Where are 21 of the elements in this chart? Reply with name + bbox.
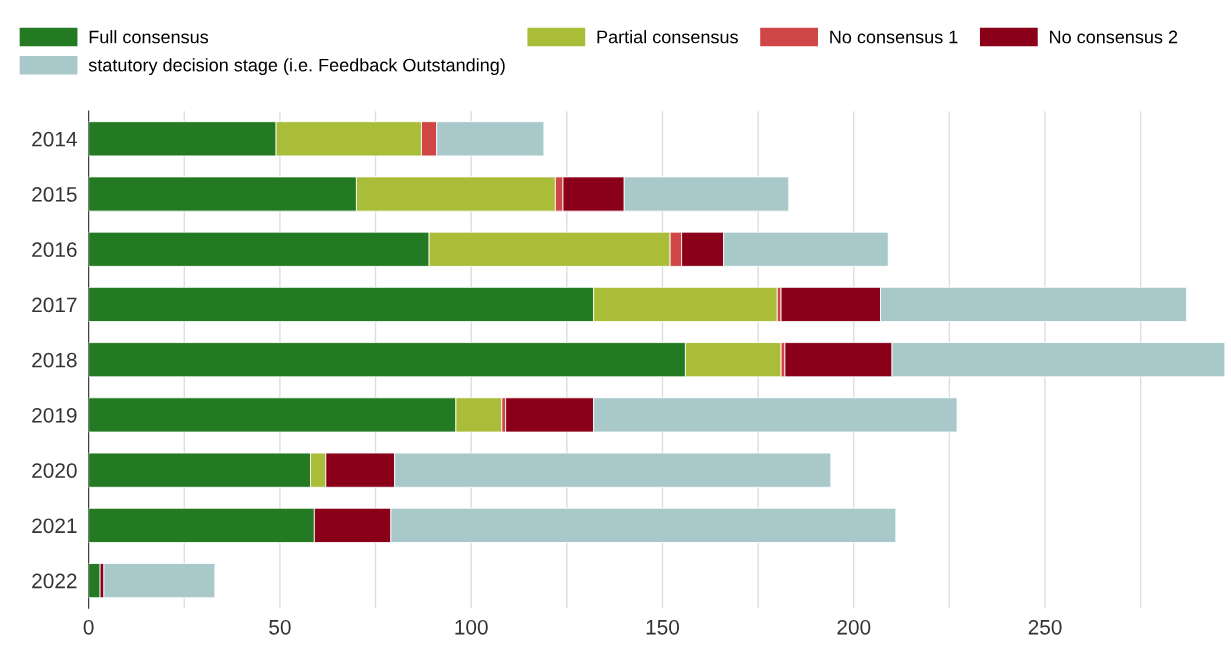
x-tick-label: 100: [455, 619, 488, 635]
legend-label: Full consensus: [89, 30, 209, 44]
x-tick-label: 250: [1028, 619, 1062, 635]
legend-label: statutory decision stage (i.e. Feedback Outstanding): [88, 58, 505, 76]
legend-label: Partial consensus: [597, 30, 738, 44]
bar: [103, 563, 216, 599]
x-tick-label: 50: [269, 619, 291, 635]
y-tick-label: 2015: [32, 187, 77, 202]
y-tick-label: 2017: [32, 297, 77, 313]
y-tick-label: 2019: [32, 407, 77, 423]
y-tick-label: 2020: [32, 463, 77, 478]
y-tick-label: 2016: [32, 242, 77, 257]
y-tick-label: 2014: [32, 131, 77, 147]
y-tick-label: 2018: [32, 352, 77, 368]
legend-label: No consensus 2: [1050, 30, 1178, 44]
x-tick-label: 0: [83, 619, 94, 635]
legend-label: No consensus 1: [830, 30, 958, 44]
x-tick-label: 200: [837, 619, 871, 635]
y-tick-label: 2021: [32, 518, 77, 534]
y-tick-label: 2022: [32, 573, 77, 589]
x-tick-label: 150: [646, 619, 680, 635]
